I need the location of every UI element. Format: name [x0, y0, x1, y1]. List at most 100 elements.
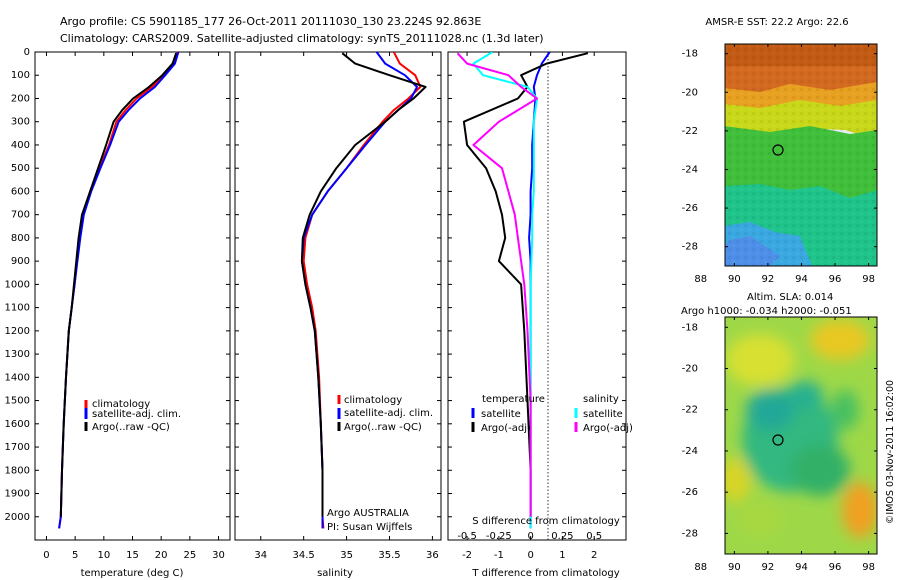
depth-tick-label: 1800: [5, 465, 30, 476]
map-y-tick-label: -24: [682, 164, 698, 175]
salinity-satellite-line: [472, 52, 538, 529]
difference-series: [456, 52, 589, 529]
legend-label-argo: Argo(..raw -QC): [92, 422, 170, 433]
x-tick-label: 5: [72, 550, 78, 561]
temperature-panel: 0100200300400500600700800900100011001200…: [5, 47, 231, 579]
map-x-tick-label: 90: [728, 274, 741, 285]
depth-axis: 0 100 200 300 400 500 600 700 800 900 1000 1100 1200…: [5, 47, 230, 523]
legend-label-climatology: climatology: [344, 395, 402, 406]
legend-label-t-satellite: satellite: [481, 409, 521, 420]
depth-tick-label: 1500: [5, 396, 30, 407]
legend-label-s-satellite: satellite: [583, 409, 623, 420]
x-tick-label: 0: [43, 550, 49, 561]
salinity-x-axis: 34 34.5 35 35.5 36: [254, 52, 439, 561]
temperature-satellite-line: [528, 52, 551, 529]
map-y-tick-label: -28: [682, 528, 698, 539]
map-x-tick-label: 94: [795, 274, 808, 285]
legend-label-satellite-adj: satellite-adj. clim.: [92, 409, 181, 420]
map-x-tick-label: 96: [829, 562, 842, 573]
salinity-argo-adj-line: [456, 52, 538, 517]
depth-tick-label: 0: [24, 47, 30, 58]
sst-heatmap: [725, 44, 877, 266]
argo-raw-qc-line: [300, 52, 427, 517]
t-difference-label: T difference from climatology: [471, 568, 619, 579]
argo-float-marker: [772, 434, 784, 446]
x-tick-label: 15: [126, 550, 139, 561]
sla-map-title: Altim. SLA: 0.014: [747, 292, 833, 303]
difference-axes-frame: [447, 51, 627, 541]
depth-tick-label: 600: [11, 186, 30, 197]
depth-tick-label: 1200: [5, 326, 30, 337]
depth-tick-label: 1600: [5, 419, 30, 430]
x-tick-label: 25: [183, 550, 196, 561]
sla-heatmap: [725, 317, 877, 554]
map-y-tick-label: -26: [682, 203, 698, 214]
legend-label-s-argo: Argo(-adj): [583, 423, 633, 434]
x-tick-label: -1: [494, 550, 504, 561]
depth-tick-label: 800: [11, 233, 30, 244]
depth-tick-label: 400: [11, 140, 30, 151]
temperature-argo-adj-line: [462, 52, 589, 517]
map-x-tick-label: 88: [694, 562, 707, 573]
temperature-axes-frame: [34, 51, 231, 541]
x-tick-label: 2: [591, 550, 597, 561]
sla-map-axes: 88 90 92 94 96 98 -18 -20 -22 -24 -26 -28: [682, 317, 877, 573]
s-difference-tick-label: 0.5: [586, 531, 602, 542]
principal-investigator-label: PI: Susan Wijffels: [327, 522, 412, 533]
sst-map-panel: AMSR-E SST: 22.2 Argo: 22.6 88 90 92 94 96 98…: [682, 17, 878, 285]
sst-map-axes: 88 90 92 94 96 98 -18 -20 -22 -24 -26 -28: [682, 44, 877, 285]
argo-program-label: Argo AUSTRALIA: [327, 508, 409, 519]
map-x-tick-label: 90: [728, 562, 741, 573]
map-y-tick-label: -20: [682, 87, 698, 98]
satellite-adj-clim-line: [58, 52, 180, 529]
x-tick-label: 30: [212, 550, 225, 561]
depth-tick-label: 200: [11, 93, 30, 104]
salinity-x-label: salinity: [317, 568, 353, 579]
figure-title-line1: Argo profile: CS 5901185_177 26-Oct-2011…: [60, 15, 481, 28]
legend-title-temperature: temperature: [482, 394, 545, 405]
argo-raw-qc-line: [59, 52, 178, 517]
salinity-series: [300, 52, 427, 529]
x-tick-label: 35.5: [378, 550, 400, 561]
depth-tick-label: 700: [11, 210, 30, 221]
map-y-tick-label: -20: [682, 364, 698, 375]
x-tick-label: 34: [254, 550, 267, 561]
depth-tick-label: 500: [11, 163, 30, 174]
map-x-tick-label: 96: [829, 274, 842, 285]
legend-label-t-argo: Argo(-adj): [481, 423, 531, 434]
argo-float-marker: [772, 144, 784, 156]
temperature-x-label: temperature (deg C): [81, 568, 184, 579]
x-tick-label: 34.5: [293, 550, 315, 561]
difference-legend: temperature satellite Argo(-adj) salinit…: [471, 394, 633, 434]
depth-tick-label: 1300: [5, 349, 30, 360]
depth-tick-label: 2000: [5, 512, 30, 523]
map-y-tick-label: -18: [682, 49, 698, 60]
depth-tick-label: 1400: [5, 372, 30, 383]
depth-tick-label: 1900: [5, 489, 30, 500]
salinity-axes-frame: [234, 51, 442, 541]
map-y-tick-label: -26: [682, 487, 698, 498]
depth-tick-label: 300: [11, 117, 30, 128]
s-difference-tick-label: -0.5: [457, 531, 477, 542]
depth-tick-label: 1700: [5, 442, 30, 453]
salinity-panel: 34 34.5 35 35.5 36 salinity climatology sate…: [234, 51, 442, 579]
x-tick-label: 0: [527, 550, 533, 561]
map-x-tick-label: 92: [762, 562, 775, 573]
legend-label-climatology: climatology: [92, 399, 150, 410]
sla-map-subtitle: Argo h1000: -0.034 h2000: -0.051: [681, 306, 852, 317]
salinity-legend: climatology satellite-adj. clim. Argo(..…: [337, 395, 433, 433]
x-tick-label: 20: [155, 550, 168, 561]
x-tick-label: 36: [426, 550, 439, 561]
difference-panel: -2 -1 0 1 2 -0.5 -0.25 0 0.25 0.5 S difference fr…: [447, 51, 633, 579]
s-difference-tick-label: -0.25: [486, 531, 512, 542]
depth-tick-label: 1000: [5, 279, 30, 290]
legend-label-argo: Argo(..raw -QC): [344, 422, 422, 433]
map-y-tick-label: -28: [682, 242, 698, 253]
depth-tick-label: 900: [11, 256, 30, 267]
map-x-tick-label: 98: [862, 562, 875, 573]
map-y-tick-label: -22: [682, 126, 698, 137]
depth-tick-label: 100: [11, 70, 30, 81]
figure-title-line2: Climatology: CARS2009. Satellite-adjuste…: [60, 32, 544, 45]
s-difference-label: S difference from climatology: [472, 516, 620, 527]
